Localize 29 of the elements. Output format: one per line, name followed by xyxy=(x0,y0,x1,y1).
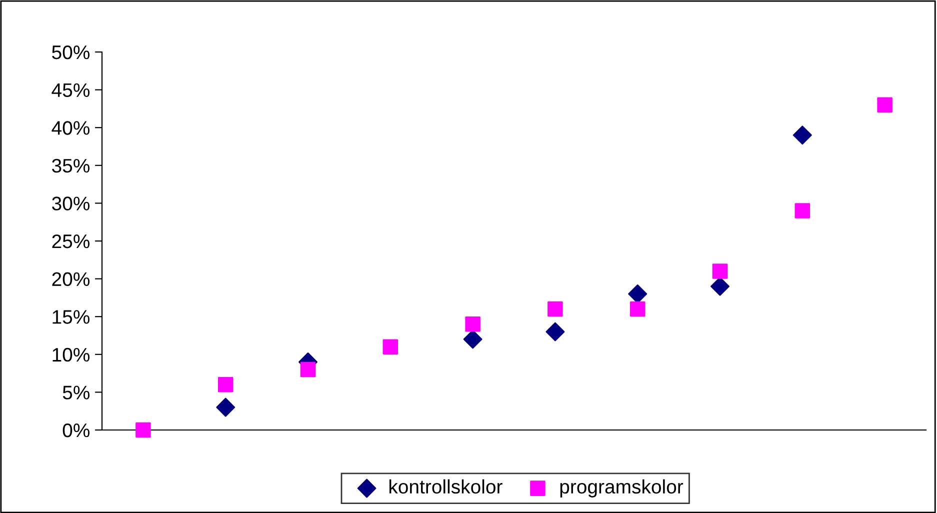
point xyxy=(136,422,151,438)
point xyxy=(300,362,316,378)
point xyxy=(465,316,480,332)
point xyxy=(216,398,236,417)
point xyxy=(712,264,728,279)
point xyxy=(463,330,482,349)
point xyxy=(382,339,398,354)
point xyxy=(792,126,812,145)
point xyxy=(710,276,730,296)
y-tick-label: 40% xyxy=(52,121,90,135)
y-tick-label: 0% xyxy=(62,423,90,438)
legend-label: programskolor xyxy=(560,479,684,498)
y-tick-label: 35% xyxy=(52,158,90,173)
point xyxy=(218,377,234,392)
point xyxy=(630,301,646,317)
point xyxy=(548,301,563,317)
y-tick-label: 50% xyxy=(52,45,90,60)
y-tick-label: 10% xyxy=(52,348,90,362)
y-tick-label: 25% xyxy=(52,234,90,248)
point xyxy=(628,284,648,304)
legend-label: kontrollskolor xyxy=(389,479,502,494)
y-tick-label: 30% xyxy=(52,196,90,210)
point xyxy=(794,203,810,218)
point xyxy=(546,322,565,342)
y-tick-label: 5% xyxy=(62,386,90,400)
y-tick-label: 45% xyxy=(52,83,90,98)
point xyxy=(877,97,892,113)
y-tick-label: 20% xyxy=(52,272,90,286)
y-tick-label: 15% xyxy=(52,310,90,324)
